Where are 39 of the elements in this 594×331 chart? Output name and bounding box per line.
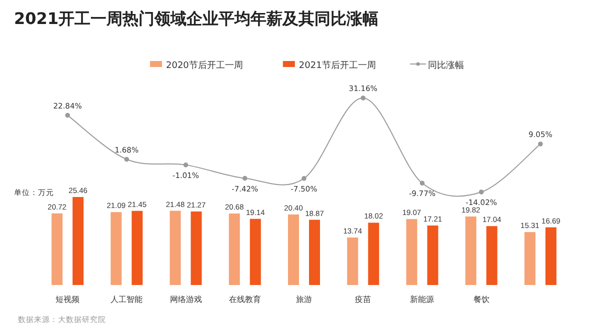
bar: [427, 226, 438, 285]
bar: [406, 219, 418, 285]
point: [302, 176, 306, 181]
x-tick-label: 网络游戏: [170, 295, 202, 304]
bar: [368, 222, 380, 285]
point: [478, 190, 484, 194]
x-tick-label: 旅游: [296, 295, 312, 304]
bar: [545, 227, 556, 285]
point: [183, 162, 188, 168]
bar: [524, 232, 536, 285]
point: [124, 156, 130, 162]
bar: [110, 212, 122, 285]
bar: [52, 213, 63, 285]
point: [65, 112, 70, 118]
bar: [72, 197, 84, 285]
legend-label: 同比涨幅: [428, 60, 464, 71]
bar: [486, 226, 498, 285]
legend-label: 2020节后开工一周: [166, 60, 243, 71]
point: [242, 176, 248, 181]
bar: [250, 218, 261, 285]
x-tick-label: 新能源: [410, 295, 434, 304]
bar: [465, 216, 476, 285]
x-tick-label: 人工智能: [110, 295, 143, 304]
x-tick-label: 在线教育: [228, 295, 261, 304]
x-tick-label: 短视频: [56, 295, 80, 304]
bar: [190, 211, 202, 285]
bar: [288, 214, 299, 285]
point: [538, 142, 543, 146]
bar: [132, 210, 143, 285]
x-tick-label: 疫苗: [355, 295, 372, 304]
bar: [228, 214, 240, 285]
point: [360, 96, 366, 100]
legend-label: 2021节后开工一周: [298, 60, 376, 71]
x-tick-label: 餐饮: [473, 295, 490, 304]
bar: [170, 210, 181, 285]
bar: [309, 220, 320, 285]
point: [420, 180, 425, 186]
bar: [347, 238, 358, 285]
chart-title: 2021开工一周热门领域企业平均年薪及其同比涨幅: [14, 9, 379, 28]
